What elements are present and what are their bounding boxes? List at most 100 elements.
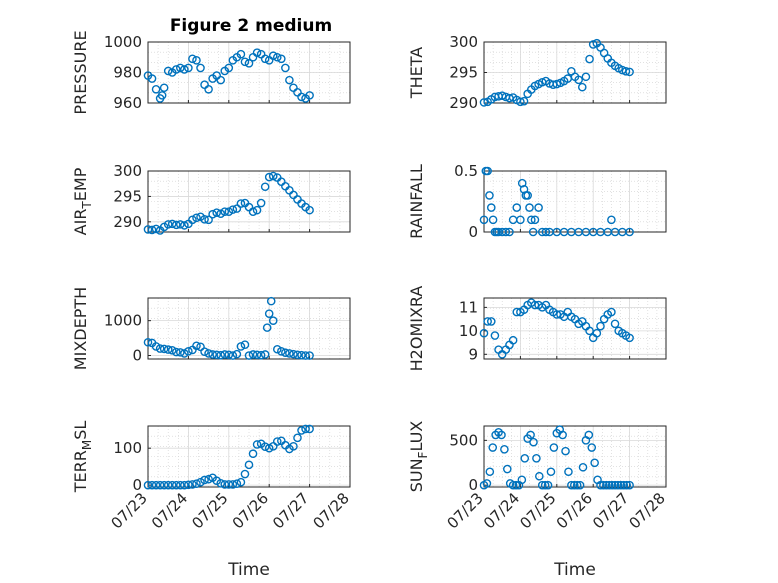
x-tick-label: 07/26 <box>229 489 272 532</box>
data-point <box>200 475 209 485</box>
x-tick-label: 07/25 <box>516 489 559 532</box>
x-axis-label: Time <box>227 560 270 580</box>
data-point <box>588 40 598 49</box>
data-point <box>208 209 217 219</box>
data-point <box>155 344 165 353</box>
data-point <box>532 453 541 463</box>
data-point <box>151 224 161 234</box>
data-point <box>479 98 489 107</box>
y-tick-label: 295 <box>449 64 478 82</box>
data-point <box>167 345 177 355</box>
data-point <box>602 480 611 490</box>
y-tick-label: 1000 <box>104 33 142 51</box>
data-point <box>552 79 562 89</box>
y-tick-label: 500 <box>449 431 478 449</box>
data-point <box>176 480 185 490</box>
data-point <box>220 207 230 216</box>
data-point <box>232 349 242 359</box>
data-point <box>486 317 496 326</box>
data-point <box>581 72 591 82</box>
data-point <box>155 480 165 490</box>
data-point <box>171 480 181 490</box>
data-point <box>497 91 507 100</box>
data-point <box>184 347 193 356</box>
data-point <box>293 433 302 443</box>
data-point <box>516 215 525 225</box>
data-point <box>543 480 553 490</box>
data-point <box>184 63 193 73</box>
data-point <box>264 443 274 453</box>
data-point <box>564 467 573 477</box>
data-point <box>256 350 266 360</box>
data-point <box>610 480 620 490</box>
y-axis-label: H2OMIXRA <box>407 286 426 372</box>
subplot-h2omixra: 9 10 11 H2OMIXRA <box>407 286 667 372</box>
data-point <box>151 480 161 490</box>
data-point <box>578 462 588 472</box>
data-point <box>488 443 498 452</box>
y-tick-label: 9 <box>468 345 478 363</box>
x-tick-label: 07/23 <box>444 489 487 532</box>
data-point <box>200 347 209 356</box>
y-tick-label: 0.5 <box>454 162 478 180</box>
data-point <box>479 215 489 225</box>
data-point <box>252 350 262 360</box>
data-point <box>180 65 189 74</box>
data-point <box>625 480 634 490</box>
data-point <box>590 458 599 468</box>
data-point <box>147 480 157 490</box>
data-point <box>622 480 631 490</box>
data-point <box>486 203 496 212</box>
data-point <box>256 198 266 208</box>
data-point <box>482 479 492 488</box>
data-point <box>607 215 616 225</box>
data-point <box>240 469 250 479</box>
data-point <box>248 207 258 216</box>
data-point <box>252 205 262 215</box>
data-point <box>272 52 282 62</box>
data-point <box>281 63 290 73</box>
data-point <box>216 209 226 218</box>
data-point <box>262 323 272 332</box>
data-point <box>546 467 556 477</box>
data-point <box>167 480 177 490</box>
data-point <box>502 464 512 474</box>
data-point <box>305 424 314 434</box>
data-point <box>501 227 511 237</box>
data-point <box>268 316 278 325</box>
data-point <box>192 56 201 65</box>
data-point <box>244 351 254 360</box>
x-tick-label: 07/27 <box>269 489 312 532</box>
data-point <box>529 437 538 447</box>
x-tick-label: 07/24 <box>480 489 523 532</box>
data-point <box>285 349 294 358</box>
data-point <box>607 307 616 317</box>
y-tick-label: 300 <box>113 162 142 180</box>
data-point <box>216 479 226 488</box>
axes-frame <box>483 297 667 360</box>
data-point <box>519 96 529 106</box>
data-point <box>151 342 161 351</box>
data-point <box>272 437 282 446</box>
data-point <box>584 430 594 440</box>
data-point <box>204 349 213 358</box>
data-point <box>277 54 286 64</box>
data-point <box>252 440 262 449</box>
data-point <box>188 480 197 489</box>
y-tick-label: 300 <box>449 33 478 51</box>
data-point <box>248 350 258 359</box>
data-point <box>293 350 302 360</box>
data-point <box>167 219 177 229</box>
data-point <box>297 426 306 435</box>
data-point <box>236 199 246 208</box>
subplot-mixdepth: 0 1000 MIXDEPTH <box>71 287 351 370</box>
y-tick-label: 100 <box>113 439 142 457</box>
data-point <box>171 347 181 357</box>
data-point <box>535 471 544 481</box>
data-point <box>163 480 173 490</box>
data-point <box>537 480 547 490</box>
data-point <box>613 480 623 490</box>
